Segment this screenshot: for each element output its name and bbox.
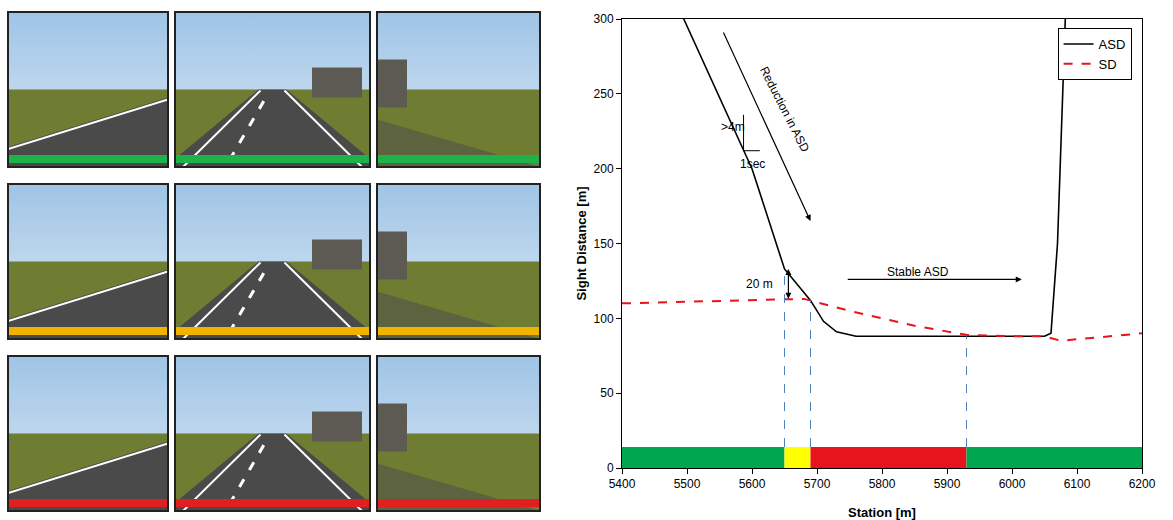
svg-text:6200: 6200 bbox=[1129, 477, 1156, 491]
svg-text:200: 200 bbox=[594, 162, 614, 176]
svg-text:150: 150 bbox=[594, 237, 614, 251]
svg-text:ASD: ASD bbox=[1099, 37, 1126, 52]
svg-text:20 m: 20 m bbox=[746, 277, 773, 291]
svg-text:Reduction in ASD: Reduction in ASD bbox=[757, 64, 812, 154]
svg-text:0: 0 bbox=[607, 461, 614, 475]
svg-text:100: 100 bbox=[594, 312, 614, 326]
svg-text:>4m: >4m bbox=[721, 120, 745, 134]
svg-text:Stable ASD: Stable ASD bbox=[887, 265, 949, 279]
svg-text:Sight Distance [m]: Sight Distance [m] bbox=[574, 186, 589, 300]
svg-text:6100: 6100 bbox=[1064, 477, 1091, 491]
svg-text:5800: 5800 bbox=[869, 477, 896, 491]
svg-text:SD: SD bbox=[1099, 57, 1117, 72]
svg-text:50: 50 bbox=[600, 386, 614, 400]
svg-text:6000: 6000 bbox=[999, 477, 1026, 491]
svg-text:5400: 5400 bbox=[609, 477, 636, 491]
svg-text:1sec: 1sec bbox=[740, 157, 765, 171]
svg-text:5700: 5700 bbox=[804, 477, 831, 491]
svg-text:5900: 5900 bbox=[934, 477, 961, 491]
svg-text:Station [m]: Station [m] bbox=[848, 505, 916, 520]
svg-text:250: 250 bbox=[594, 87, 614, 101]
svg-text:5600: 5600 bbox=[739, 477, 766, 491]
svg-text:5500: 5500 bbox=[674, 477, 701, 491]
svg-text:300: 300 bbox=[594, 12, 614, 26]
